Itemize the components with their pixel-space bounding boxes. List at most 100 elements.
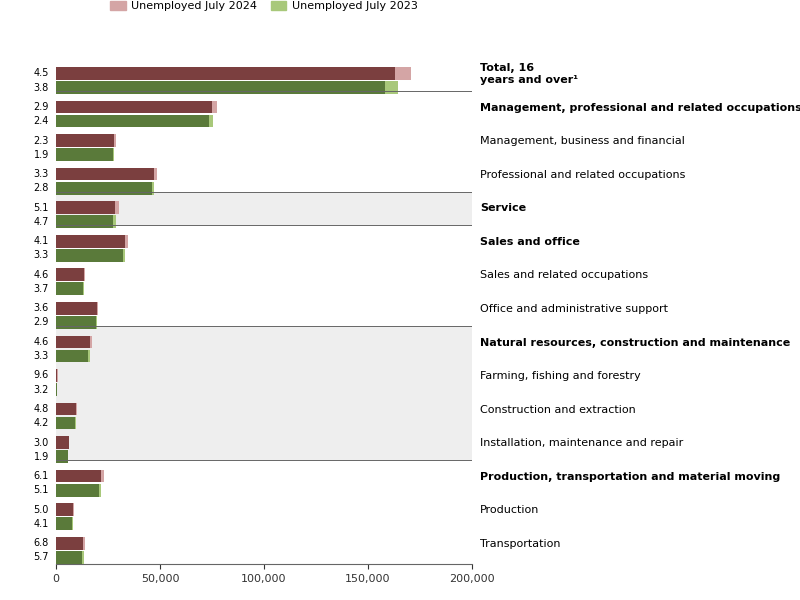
Text: 6.1: 6.1: [34, 471, 49, 481]
Bar: [56, 268, 84, 281]
Text: 4.6: 4.6: [34, 337, 49, 347]
Text: 5.7: 5.7: [34, 552, 49, 562]
Bar: [56, 393, 472, 427]
Text: Sales and related occupations: Sales and related occupations: [480, 271, 648, 280]
Text: 3.3: 3.3: [34, 351, 49, 361]
Text: 3.3: 3.3: [34, 250, 49, 260]
Bar: [56, 91, 472, 124]
Text: 6.8: 6.8: [34, 538, 49, 548]
Bar: [56, 283, 82, 295]
Bar: [56, 225, 472, 259]
Bar: [122, 249, 125, 262]
Bar: [56, 134, 114, 147]
Text: 4.6: 4.6: [34, 270, 49, 280]
Text: 3.8: 3.8: [34, 83, 49, 92]
Bar: [152, 182, 154, 194]
Bar: [82, 551, 84, 563]
Bar: [56, 235, 125, 248]
Text: 3.2: 3.2: [34, 385, 49, 395]
Bar: [98, 484, 101, 497]
Bar: [56, 350, 88, 362]
Bar: [56, 417, 74, 430]
Text: 4.1: 4.1: [34, 236, 49, 246]
Bar: [56, 259, 472, 292]
Text: 4.8: 4.8: [34, 404, 49, 414]
Bar: [88, 350, 90, 362]
Text: 4.7: 4.7: [34, 217, 49, 227]
Bar: [56, 115, 209, 127]
Bar: [56, 215, 114, 228]
Bar: [96, 316, 98, 329]
Text: 5.0: 5.0: [34, 505, 49, 515]
Bar: [82, 283, 84, 295]
Text: 2.4: 2.4: [34, 116, 49, 126]
Bar: [56, 527, 472, 560]
Bar: [209, 115, 213, 127]
Bar: [56, 302, 97, 315]
Bar: [56, 326, 472, 359]
Bar: [56, 81, 385, 94]
Text: Farming, fishing and forestry: Farming, fishing and forestry: [480, 371, 641, 381]
Text: Management, business and financial: Management, business and financial: [480, 136, 685, 146]
Bar: [76, 403, 77, 415]
Bar: [56, 101, 212, 113]
Bar: [56, 403, 76, 415]
Text: 5.1: 5.1: [34, 485, 49, 495]
Bar: [56, 168, 154, 181]
Bar: [56, 551, 82, 563]
Bar: [56, 249, 122, 262]
Text: 4.5: 4.5: [34, 68, 49, 79]
Text: 3.7: 3.7: [34, 284, 49, 294]
Bar: [74, 417, 75, 430]
Text: Construction and extraction: Construction and extraction: [480, 404, 636, 415]
Text: Production, transportation and material moving: Production, transportation and material …: [480, 472, 780, 482]
Text: 3.3: 3.3: [34, 169, 49, 179]
Bar: [56, 436, 69, 449]
Bar: [56, 201, 115, 214]
Legend: Employed July 2024, Unemployed July 2024, Employed July 2023, Unemployed July 20: Employed July 2024, Unemployed July 2024…: [106, 0, 422, 16]
Bar: [56, 369, 58, 382]
Bar: [56, 67, 395, 80]
Bar: [56, 359, 472, 393]
Text: Office and administrative support: Office and administrative support: [480, 304, 668, 314]
Bar: [114, 134, 116, 147]
Text: Management, professional and related occupations¹: Management, professional and related occ…: [480, 103, 800, 113]
Bar: [385, 81, 398, 94]
Bar: [84, 268, 86, 281]
Bar: [90, 335, 92, 348]
Text: 1.9: 1.9: [34, 149, 49, 160]
Bar: [56, 316, 96, 329]
Bar: [83, 537, 86, 550]
Bar: [125, 235, 128, 248]
Text: 4.2: 4.2: [34, 418, 49, 428]
Bar: [56, 148, 114, 161]
Text: Production: Production: [480, 505, 539, 515]
Bar: [56, 450, 68, 463]
Bar: [56, 158, 472, 191]
Text: Transportation: Transportation: [480, 539, 561, 549]
Text: Total, 16
years and over¹: Total, 16 years and over¹: [480, 64, 578, 85]
Bar: [56, 460, 472, 494]
Bar: [114, 215, 116, 228]
Text: 4.1: 4.1: [34, 519, 49, 529]
Text: 2.9: 2.9: [34, 102, 49, 112]
Bar: [56, 517, 72, 530]
Bar: [56, 191, 472, 225]
Text: 1.9: 1.9: [34, 452, 49, 461]
Bar: [56, 484, 98, 497]
Text: Natural resources, construction and maintenance: Natural resources, construction and main…: [480, 338, 790, 347]
Bar: [73, 503, 74, 516]
Text: 2.8: 2.8: [34, 183, 49, 193]
Text: 3.0: 3.0: [34, 437, 49, 448]
Bar: [395, 67, 411, 80]
Bar: [56, 537, 83, 550]
Text: 2.3: 2.3: [34, 136, 49, 146]
Bar: [56, 470, 101, 482]
Bar: [56, 383, 58, 396]
Bar: [56, 494, 472, 527]
Bar: [56, 58, 472, 91]
Text: Service: Service: [480, 203, 526, 214]
Text: 9.6: 9.6: [34, 370, 49, 380]
Bar: [56, 503, 73, 516]
Bar: [212, 101, 217, 113]
